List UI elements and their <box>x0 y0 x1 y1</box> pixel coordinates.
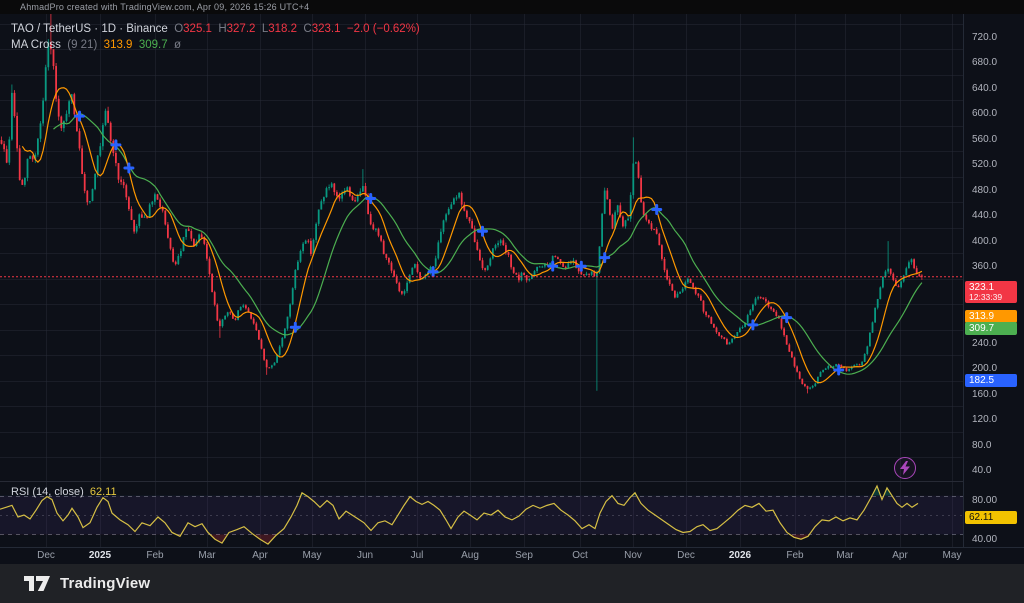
ma-source-icon: ø <box>174 39 182 51</box>
time-axis[interactable]: Dec 2025 Feb Mar Apr May Jun Jul Aug Sep Oct Nov Dec… <box>0 547 1024 564</box>
time-axis-month-label: Feb <box>146 550 164 561</box>
price-tick-label: 560.0 <box>972 133 998 145</box>
low-value: 318.2 <box>268 23 297 35</box>
close-label: C <box>303 23 312 35</box>
price-tick-label: 680.0 <box>972 57 998 69</box>
time-axis-month-label: Mar <box>198 550 216 561</box>
open-value: 325.1 <box>183 23 212 35</box>
rsi-name[interactable]: RSI (14, close) <box>11 486 84 498</box>
quick-action-button[interactable] <box>894 457 916 479</box>
time-axis-month-label: Nov <box>624 550 642 561</box>
high-value: 327.2 <box>226 23 256 35</box>
time-axis-month-label: Mar <box>836 550 854 561</box>
open-label: O <box>174 23 184 35</box>
low-label: L <box>261 23 269 35</box>
price-tick-label: 440.0 <box>972 210 998 222</box>
price-tick-label: 400.0 <box>972 235 998 247</box>
ma-fast-value: 313.9 <box>103 39 133 51</box>
time-axis-month-label: Feb <box>786 550 804 561</box>
price-tick-label: 120.0 <box>972 414 998 426</box>
price-tick-label: 240.0 <box>972 337 998 349</box>
time-axis-month-label: Jun <box>356 550 374 561</box>
time-axis-year-label: 2025 <box>88 550 112 561</box>
ma-cross-name[interactable]: MA Cross <box>11 39 61 51</box>
price-tick-label: 480.0 <box>972 184 998 196</box>
price-scale[interactable]: 323.1 12:33:39 313.9 309.7 182.5 62.11 8… <box>963 14 1024 547</box>
close-value: 323.1 <box>311 23 341 35</box>
attribution-bar: AhmadPro created with TradingView.com, A… <box>0 0 1024 14</box>
high-label: H <box>218 23 227 35</box>
price-tick-label: 640.0 <box>972 82 998 94</box>
price-tick-label: 520.0 <box>972 159 998 171</box>
current-price-badge: 323.1 12:33:39 <box>965 280 1017 303</box>
lightning-icon <box>900 461 910 475</box>
price-tick-label: 160.0 <box>972 388 998 400</box>
time-axis-month-label: Oct <box>572 550 588 561</box>
rsi-value: 62.11 <box>89 486 117 498</box>
price-tick-label: 360.0 <box>972 261 998 273</box>
time-axis-month-label: Dec <box>677 550 695 561</box>
time-axis-month-label: May <box>942 550 962 561</box>
price-tick-label: 720.0 <box>972 32 998 43</box>
tradingview-logo-icon <box>24 575 50 591</box>
price-tick-label: 40.0 <box>972 464 992 476</box>
time-axis-month-label: May <box>302 550 322 561</box>
price-tick-label: 80.0 <box>972 439 992 451</box>
chart-area: TAO / TetherUS · 1D · Binance O325.1 H32… <box>0 14 1024 564</box>
rsi-legend[interactable]: RSI (14, close) 62.11 <box>11 484 117 500</box>
time-axis-month-label: Sep <box>515 550 533 561</box>
rsi-scale-tick: 80.00 <box>972 495 998 506</box>
time-axis-month-label: Apr <box>252 550 268 561</box>
price-tick-label: 200.0 <box>972 363 998 375</box>
ma-cross-params: (9 21) <box>67 39 98 51</box>
time-axis-month-label: Dec <box>37 550 55 561</box>
candle-countdown: 12:33:39 <box>969 291 1003 302</box>
symbol-title[interactable]: TAO / TetherUS · 1D · Binance <box>11 23 168 35</box>
change-value: −2.0 (−0.62%) <box>346 23 420 35</box>
tradingview-logo[interactable]: TradingView <box>24 575 150 592</box>
tradingview-logo-text: TradingView <box>60 574 151 592</box>
ma-slow-value: 309.7 <box>138 39 168 51</box>
symbol-legend-row[interactable]: TAO / TetherUS · 1D · Binance O325.1 H32… <box>11 21 420 37</box>
rsi-scale-tick: 40.00 <box>972 533 998 545</box>
ma-fast-price-badge: 313.9 <box>965 309 1017 323</box>
main-legend[interactable]: TAO / TetherUS · 1D · Binance O325.1 H32… <box>11 21 420 53</box>
rsi-value-badge: 62.11 <box>965 511 1017 525</box>
current-price-value: 323.1 <box>969 281 995 293</box>
attribution-text: AhmadPro created with TradingView.com, A… <box>20 2 310 12</box>
ma-slow-price-badge: 309.7 <box>965 322 1017 336</box>
chart-canvas[interactable] <box>0 14 963 563</box>
ma-cross-legend-row[interactable]: MA Cross (9 21) 313.9 309.7 ø <box>11 37 420 53</box>
time-axis-month-label: Jul <box>410 550 424 561</box>
alert-price-badge: 182.5 <box>965 374 1017 388</box>
time-axis-month-label: Aug <box>461 550 479 561</box>
footer-bar: TradingView <box>0 563 1024 603</box>
time-axis-month-label: Apr <box>892 550 908 561</box>
time-axis-year-label: 2026 <box>728 550 752 561</box>
price-tick-label: 600.0 <box>972 108 998 120</box>
